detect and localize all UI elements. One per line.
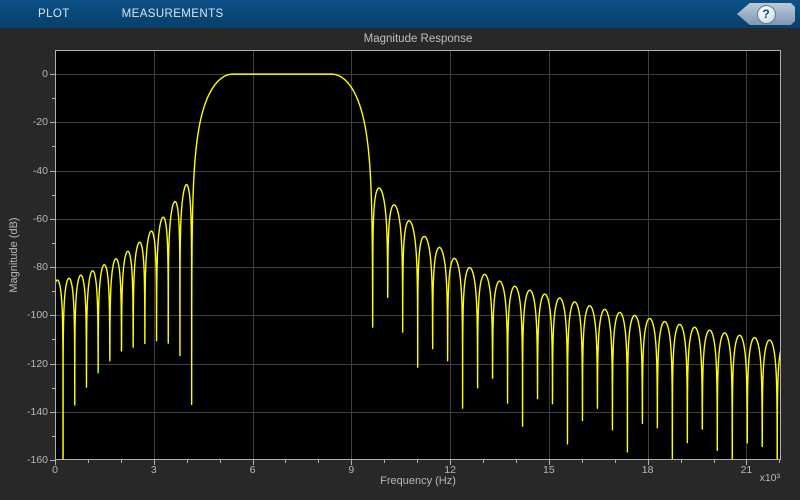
y-tick-label: -60 <box>32 212 48 225</box>
y-tick-label: -120 <box>26 357 48 370</box>
tab-measurements[interactable]: MEASUREMENTS <box>121 8 224 20</box>
x-tick-label: 21 <box>740 464 753 476</box>
toolstrip: PLOT MEASUREMENTS <box>0 0 800 28</box>
question-mark-icon: ? <box>756 4 776 24</box>
plot-title: Magnitude Response <box>363 33 473 45</box>
x-tick-label: 9 <box>348 464 355 476</box>
y-tick-label: -80 <box>32 261 48 274</box>
question-mark-glyph: ? <box>762 7 770 21</box>
y-tick-label: -100 <box>26 309 48 322</box>
y-tick-label: -40 <box>32 164 48 177</box>
tab-plot[interactable]: PLOT <box>38 8 70 20</box>
x-tick-label: 6 <box>249 464 256 476</box>
x-tick-label: 0 <box>52 464 58 476</box>
magnitude-response-plot[interactable] <box>0 28 800 500</box>
y-tick-label: -160 <box>26 454 48 466</box>
y-tick-label: -140 <box>26 405 48 418</box>
y-tick-label: -20 <box>32 116 48 129</box>
y-axis-label: Magnitude (dB) <box>8 217 20 293</box>
x-tick-label: 12 <box>444 464 456 476</box>
x-tick-label: 18 <box>641 464 654 476</box>
x-tick-label: 15 <box>543 464 555 476</box>
help-button[interactable]: ? <box>737 3 795 25</box>
x-axis-scale-label: x10³ <box>759 472 780 484</box>
x-tick-label: 3 <box>150 464 157 476</box>
x-axis-label: Frequency (Hz) <box>380 475 456 487</box>
y-tick-label: 0 <box>42 68 48 81</box>
